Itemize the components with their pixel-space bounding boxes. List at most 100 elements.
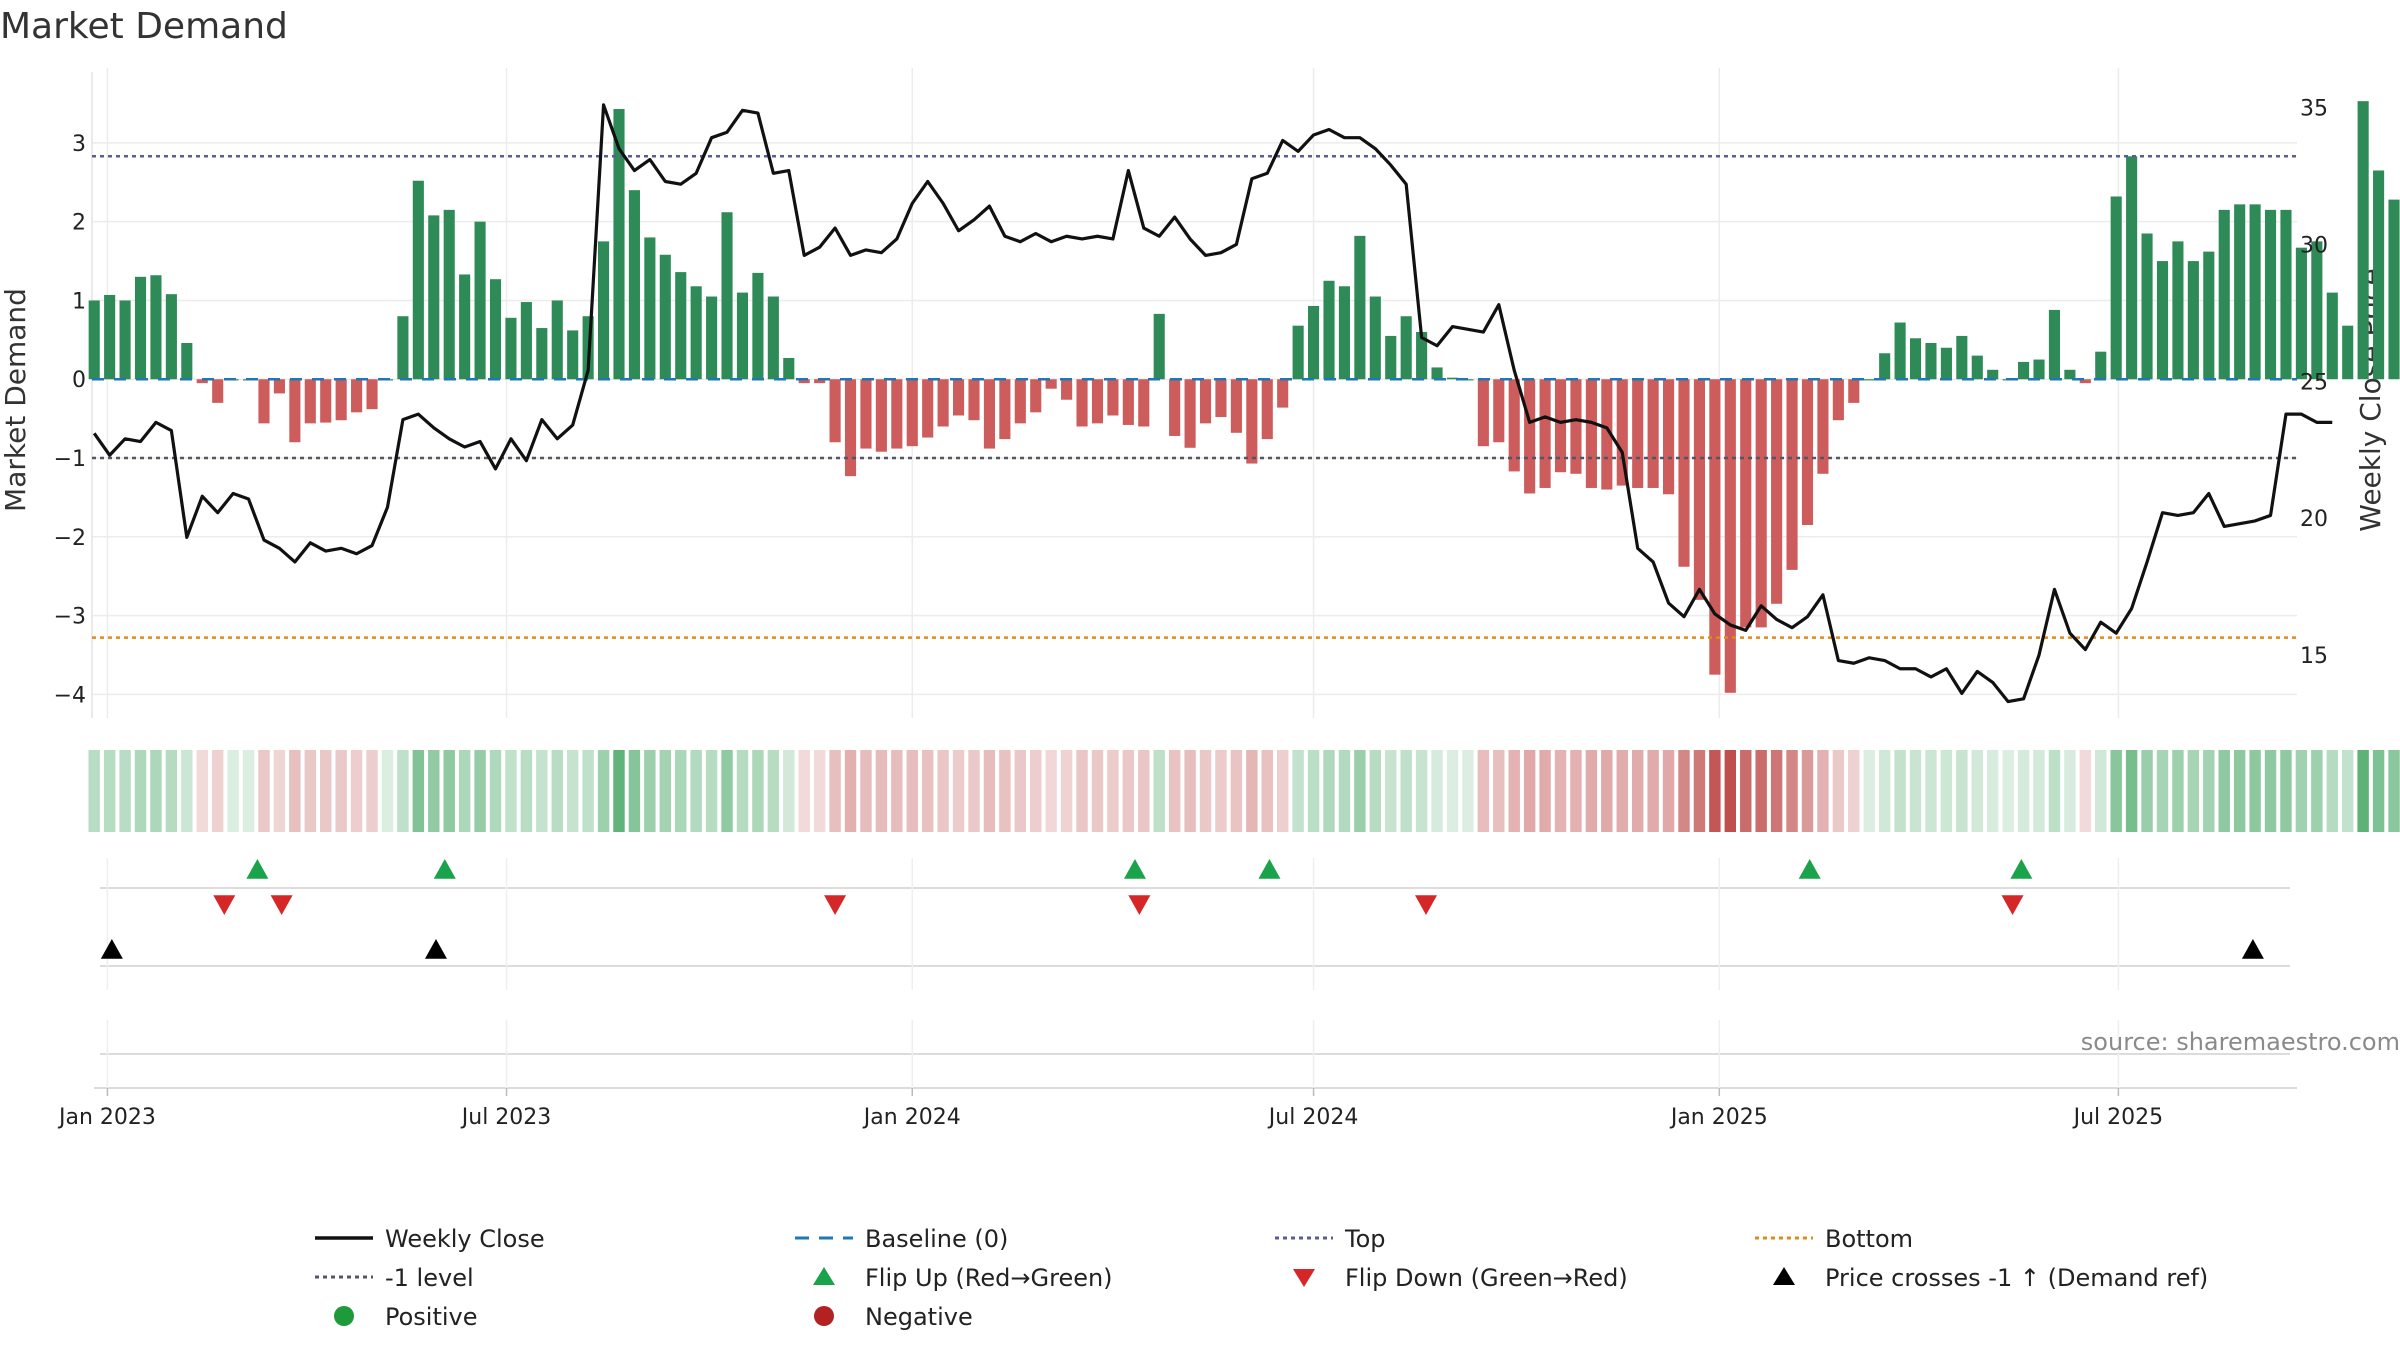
demand-bar xyxy=(1215,379,1227,418)
heat-cell xyxy=(844,750,857,832)
demand-bar xyxy=(1879,353,1891,380)
heat-cell xyxy=(412,750,425,832)
heat-cell xyxy=(2218,750,2230,832)
heat-cell xyxy=(366,750,378,832)
demand-bar xyxy=(1354,235,1366,380)
y-axis-left-title: Market Demand xyxy=(0,288,32,512)
chart-title: Market Demand xyxy=(0,6,288,47)
demand-bar xyxy=(1663,379,1675,495)
flip-up-marker xyxy=(246,859,269,879)
demand-bar xyxy=(1369,296,1381,380)
x-tick-label: Jan 2024 xyxy=(862,1105,961,1130)
heat-cell xyxy=(2172,750,2184,832)
heat-cell xyxy=(2110,750,2122,832)
heat-cell xyxy=(551,750,563,832)
legend-label: -1 level xyxy=(385,1264,474,1292)
demand-bar xyxy=(1045,379,1057,389)
demand-bar xyxy=(1585,379,1597,488)
demand-bar xyxy=(1061,379,1073,400)
heat-cell xyxy=(1493,750,1505,832)
demand-bar xyxy=(1956,335,1968,380)
demand-bar xyxy=(2311,241,2323,380)
demand-bar xyxy=(2048,309,2060,380)
heat-cell xyxy=(1400,750,1412,832)
heat-cell xyxy=(783,750,795,832)
legend-swatch xyxy=(1293,1269,1315,1287)
heat-cell xyxy=(150,750,162,832)
price-cross-marker xyxy=(100,939,123,959)
demand-bar xyxy=(675,272,687,380)
heat-cell xyxy=(1678,750,1690,832)
heat-cell xyxy=(983,750,996,832)
heat-cell xyxy=(1076,750,1088,832)
heat-cell xyxy=(1261,750,1273,832)
legend-swatch xyxy=(1773,1267,1795,1285)
heat-cell xyxy=(1848,750,1860,832)
heat-cell xyxy=(2079,750,2092,832)
heat-cell xyxy=(937,750,949,832)
heat-cell xyxy=(1940,750,1953,832)
demand-bar xyxy=(2079,379,2091,384)
demand-bar xyxy=(1740,379,1752,628)
demand-bar xyxy=(397,316,409,380)
y-left-tick-label: −2 xyxy=(54,526,86,551)
heat-cell xyxy=(165,750,178,832)
heat-cell xyxy=(1631,750,1644,832)
demand-bar xyxy=(489,279,502,380)
demand-bar xyxy=(119,300,131,380)
heat-cell xyxy=(2372,750,2385,832)
heat-cell xyxy=(1956,750,1968,832)
y-left-tick-label: 0 xyxy=(72,368,86,393)
demand-bar xyxy=(2342,325,2354,380)
demand-bar xyxy=(628,190,640,380)
y-left-tick-label: −3 xyxy=(54,605,86,630)
demand-bar xyxy=(937,379,949,427)
heat-cell xyxy=(211,750,224,832)
heat-cell xyxy=(2064,750,2076,832)
demand-bar xyxy=(659,254,671,380)
demand-bar xyxy=(1786,379,1798,570)
demand-bar xyxy=(2373,170,2385,380)
heat-cell xyxy=(2249,750,2261,832)
heat-cell xyxy=(1307,750,1320,832)
heat-cell xyxy=(458,750,471,832)
demand-bar xyxy=(783,357,795,380)
demand-bar xyxy=(922,379,934,438)
demand-bar xyxy=(906,379,918,447)
demand-bar xyxy=(2141,233,2153,380)
heat-cell xyxy=(644,750,656,832)
demand-bar xyxy=(1030,379,1042,413)
heat-cell xyxy=(906,750,918,832)
heat-cell xyxy=(1060,750,1073,832)
heat-cell xyxy=(952,750,965,832)
demand-bar xyxy=(181,343,193,380)
y-ticks: −4 −3 −2 −1 0 1 2 3 15 20 25 30 35 xyxy=(54,97,2328,709)
demand-bar xyxy=(1122,379,1134,425)
demand-heat-strip xyxy=(88,750,2400,832)
heat-cell xyxy=(736,750,749,832)
heat-cell xyxy=(196,750,208,832)
heat-cell xyxy=(1770,750,1783,832)
heat-cell xyxy=(489,750,502,832)
heat-cell xyxy=(304,750,316,832)
legend-swatch xyxy=(334,1306,354,1326)
demand-bar xyxy=(1601,379,1613,490)
demand-bar xyxy=(721,212,733,380)
heat-cell xyxy=(1971,750,1983,832)
heat-cell xyxy=(1786,750,1798,832)
source-note: source: sharemaestro.com xyxy=(2081,1028,2400,1056)
demand-bar xyxy=(1724,379,1736,693)
heat-cell xyxy=(798,750,810,832)
demand-bar xyxy=(1539,379,1551,488)
demand-bar xyxy=(1971,355,1983,380)
heat-cell xyxy=(1385,750,1397,832)
demand-bar xyxy=(1817,379,1829,474)
reference-lines xyxy=(92,155,2297,639)
weekly-close-line xyxy=(92,103,2333,704)
heat-cell xyxy=(1539,750,1551,832)
heat-cell xyxy=(2264,750,2277,832)
demand-bar xyxy=(844,379,857,477)
heat-cell xyxy=(2342,750,2354,832)
flip-down-marker xyxy=(2001,895,2024,915)
heat-cell xyxy=(1014,750,1027,832)
